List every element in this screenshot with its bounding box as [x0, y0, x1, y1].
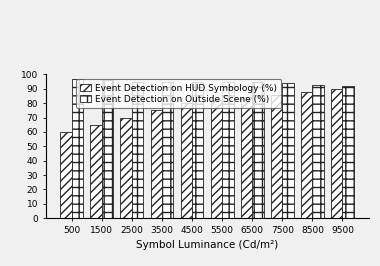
Bar — [90, 125, 102, 218]
Bar — [282, 83, 294, 218]
Bar — [241, 97, 252, 218]
Bar — [252, 82, 264, 218]
Bar — [150, 110, 162, 218]
Bar — [120, 118, 132, 218]
Bar — [222, 82, 234, 218]
Bar — [301, 92, 312, 218]
Bar — [192, 82, 203, 218]
Bar — [331, 89, 342, 218]
X-axis label: Symbol Luminance (Cd/m²): Symbol Luminance (Cd/m²) — [136, 240, 278, 250]
Legend: Event Detection on HUD Symbology (%), Event Detection on Outside Scene (%): Event Detection on HUD Symbology (%), Ev… — [76, 79, 282, 108]
Bar — [60, 132, 72, 218]
Bar — [342, 86, 354, 218]
Bar — [72, 79, 83, 218]
Bar — [271, 95, 282, 218]
Bar — [162, 82, 173, 218]
Bar — [132, 82, 143, 218]
Bar — [180, 103, 192, 218]
Bar — [102, 80, 113, 218]
Bar — [211, 100, 222, 218]
Bar — [312, 85, 324, 218]
